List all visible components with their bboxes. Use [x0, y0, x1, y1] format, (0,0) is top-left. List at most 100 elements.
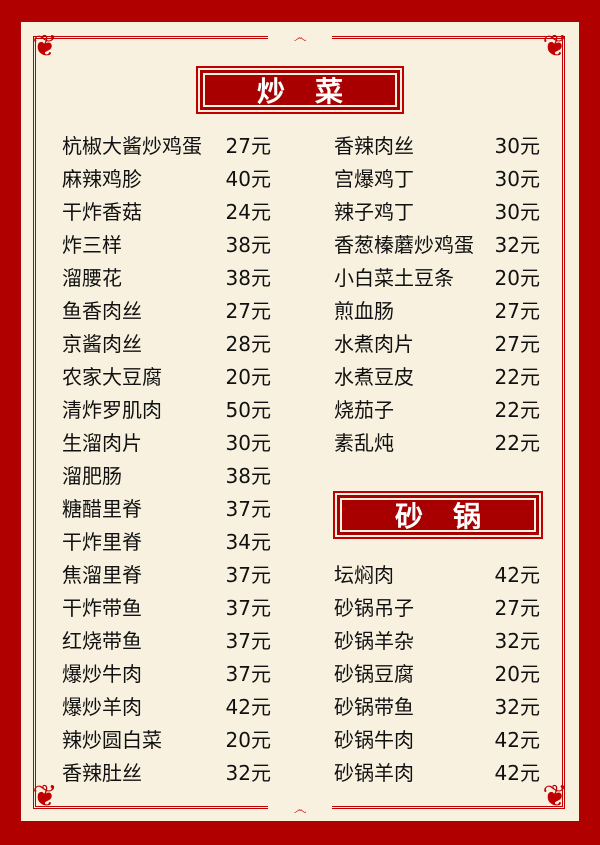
dish-price: 38元: [225, 233, 271, 257]
dish-price: 30元: [225, 431, 271, 455]
scroll-ornament-icon: ෴: [268, 803, 332, 817]
dish-name: 砂锅豆腐: [334, 662, 414, 686]
dish-price: 38元: [225, 266, 271, 290]
menu-panel: [21, 22, 579, 821]
dish-price: 37元: [225, 596, 271, 620]
menu-item: 干炸带鱼 37元: [62, 593, 271, 623]
dish-price: 20元: [494, 266, 540, 290]
corner-ornament-icon: ❦: [32, 779, 58, 814]
dish-price: 37元: [225, 563, 271, 587]
dish-name: 焦溜里脊: [62, 563, 142, 587]
dish-price: 30元: [494, 134, 540, 158]
dish-name: 红烧带鱼: [62, 629, 142, 653]
dish-price: 42元: [494, 728, 540, 752]
dish-price: 28元: [225, 332, 271, 356]
menu-item: 麻辣鸡胗 40元: [62, 164, 271, 194]
menu-item: 香辣肚丝 32元: [62, 758, 271, 788]
menu-item: 砂锅吊子 27元: [334, 593, 540, 623]
dish-name: 辣子鸡丁: [334, 200, 414, 224]
menu-item: 坛焖肉 42元: [334, 560, 540, 590]
dish-price: 32元: [494, 695, 540, 719]
dish-price: 20元: [494, 662, 540, 686]
dish-name: 糖醋里脊: [62, 497, 142, 521]
dish-price: 34元: [225, 530, 271, 554]
dish-name: 砂锅牛肉: [334, 728, 414, 752]
dish-name: 溜腰花: [62, 266, 122, 290]
menu-item: 干炸里脊 34元: [62, 527, 271, 557]
dish-price: 42元: [494, 563, 540, 587]
dish-price: 22元: [494, 398, 540, 422]
dish-price: 20元: [225, 365, 271, 389]
corner-ornament-icon: ❦: [32, 29, 58, 64]
dish-price: 30元: [494, 167, 540, 191]
dish-name: 水煮肉片: [334, 332, 414, 356]
menu-item: 香葱榛蘑炒鸡蛋 32元: [334, 230, 540, 260]
dish-name: 砂锅吊子: [334, 596, 414, 620]
dish-price: 37元: [225, 629, 271, 653]
menu-item: 小白菜土豆条 20元: [334, 263, 540, 293]
dish-price: 50元: [225, 398, 271, 422]
dish-name: 素乱炖: [334, 431, 394, 455]
menu-item: 砂锅羊肉 42元: [334, 758, 540, 788]
dish-name: 京酱肉丝: [62, 332, 142, 356]
dish-price: 27元: [494, 299, 540, 323]
dish-price: 20元: [225, 728, 271, 752]
dish-price: 42元: [494, 761, 540, 785]
menu-item: 素乱炖 22元: [334, 428, 540, 458]
menu-item: 溜肥肠 38元: [62, 461, 271, 491]
corner-ornament-icon: ❦: [542, 29, 568, 64]
dish-name: 爆炒羊肉: [62, 695, 142, 719]
dish-name: 砂锅带鱼: [334, 695, 414, 719]
menu-item: 杭椒大酱炒鸡蛋 27元: [62, 131, 271, 161]
corner-ornament-icon: ❦: [542, 779, 568, 814]
dish-price: 40元: [225, 167, 271, 191]
menu-item: 砂锅豆腐 20元: [334, 659, 540, 689]
dish-name: 宫爆鸡丁: [334, 167, 414, 191]
menu-item: 生溜肉片 30元: [62, 428, 271, 458]
menu-item: 烧茄子 22元: [334, 395, 540, 425]
menu-item: 辣子鸡丁 30元: [334, 197, 540, 227]
menu-item: 焦溜里脊 37元: [62, 560, 271, 590]
dish-price: 27元: [494, 596, 540, 620]
menu-item: 爆炒羊肉 42元: [62, 692, 271, 722]
dish-name: 砂锅羊杂: [334, 629, 414, 653]
dish-price: 24元: [225, 200, 271, 224]
dish-name: 香辣肉丝: [334, 134, 414, 158]
dish-price: 32元: [225, 761, 271, 785]
dish-name: 水煮豆皮: [334, 365, 414, 389]
dish-name: 清炸罗肌肉: [62, 398, 162, 422]
dish-price: 30元: [494, 200, 540, 224]
dish-price: 27元: [225, 134, 271, 158]
menu-item: 辣炒圆白菜 20元: [62, 725, 271, 755]
section-title-shaguo: 砂锅: [337, 495, 539, 535]
dish-name: 煎血肠: [334, 299, 394, 323]
menu-item: 京酱肉丝 28元: [62, 329, 271, 359]
dish-name: 砂锅羊肉: [334, 761, 414, 785]
dish-name: 辣炒圆白菜: [62, 728, 162, 752]
dish-price: 22元: [494, 431, 540, 455]
menu-item: 水煮肉片 27元: [334, 329, 540, 359]
dish-name: 杭椒大酱炒鸡蛋: [62, 134, 202, 158]
menu-item: 宫爆鸡丁 30元: [334, 164, 540, 194]
dish-name: 溜肥肠: [62, 464, 122, 488]
menu-item: 鱼香肉丝 27元: [62, 296, 271, 326]
dish-name: 干炸香菇: [62, 200, 142, 224]
menu-item: 水煮豆皮 22元: [334, 362, 540, 392]
dish-name: 农家大豆腐: [62, 365, 162, 389]
menu-item: 砂锅牛肉 42元: [334, 725, 540, 755]
menu-item: 炸三样 38元: [62, 230, 271, 260]
dish-price: 37元: [225, 497, 271, 521]
menu-item: 爆炒牛肉 37元: [62, 659, 271, 689]
menu-item: 煎血肠 27元: [334, 296, 540, 326]
dish-price: 38元: [225, 464, 271, 488]
menu-item: 干炸香菇 24元: [62, 197, 271, 227]
dish-price: 27元: [494, 332, 540, 356]
dish-price: 37元: [225, 662, 271, 686]
dish-name: 鱼香肉丝: [62, 299, 142, 323]
scroll-ornament-icon: ෴: [268, 31, 332, 45]
menu-item: 农家大豆腐 20元: [62, 362, 271, 392]
dish-name: 干炸带鱼: [62, 596, 142, 620]
dish-name: 爆炒牛肉: [62, 662, 142, 686]
dish-price: 32元: [494, 233, 540, 257]
dish-name: 炸三样: [62, 233, 122, 257]
